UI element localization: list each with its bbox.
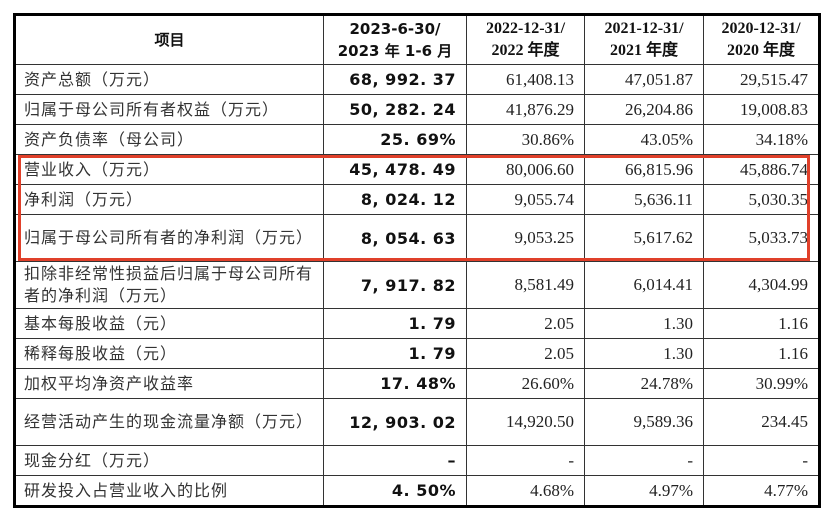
cell-2021: 4.97% (584, 475, 704, 507)
header-row: 项目 2023-6-30/ 2023 年 1-6 月 2022-12-31/ 2… (14, 14, 820, 65)
cell-2023h1: 25. 69% (323, 124, 467, 155)
cell-2021: - (584, 445, 704, 476)
table-row-weighted-roe: 加权平均净资产收益率 17. 48% 26.60% 24.78% 30.99% (14, 368, 820, 399)
cell-2021: 9,589.36 (584, 398, 704, 446)
financial-summary-table: 项目 2023-6-30/ 2023 年 1-6 月 2022-12-31/ 2… (13, 13, 821, 508)
row-label: 经营活动产生的现金流量净额（万元） (14, 398, 324, 446)
header-2022: 2022-12-31/ 2022 年度 (466, 14, 585, 65)
header-2022-line2: 2022 年度 (491, 42, 560, 59)
row-label: 研发投入占营业收入的比例 (14, 475, 324, 507)
row-label: 归属于母公司所有者的净利润（万元） (14, 214, 324, 262)
cell-2023h1: 1. 79 (323, 308, 467, 339)
table-row-cash-dividend: 现金分红（万元） – - - - (14, 445, 820, 476)
cell-2022: 41,876.29 (466, 94, 585, 125)
cell-2021: 66,815.96 (584, 154, 704, 185)
row-label: 营业收入（万元） (14, 154, 324, 185)
cell-2022: 9,055.74 (466, 184, 585, 215)
row-label: 现金分红（万元） (14, 445, 324, 476)
table-row-parent-net-profit: 归属于母公司所有者的净利润（万元） 8, 054. 63 9,053.25 5,… (14, 214, 820, 262)
cell-2021: 26,204.86 (584, 94, 704, 125)
cell-2023h1: 17. 48% (323, 368, 467, 399)
cell-2023h1: 4. 50% (323, 475, 467, 507)
row-label: 资产总额（万元） (14, 64, 324, 95)
table-row-revenue: 营业收入（万元） 45, 478. 49 80,006.60 66,815.96… (14, 154, 820, 185)
cell-2023h1: 1. 79 (323, 338, 467, 369)
row-label: 资产负债率（母公司） (14, 124, 324, 155)
cell-2020: 4,304.99 (703, 261, 820, 309)
cell-2023h1: 7, 917. 82 (323, 261, 467, 309)
cell-2020: 45,886.74 (703, 154, 820, 185)
header-2021-line1: 2021-12-31/ (604, 20, 684, 37)
cell-2023h1: 50, 282. 24 (323, 94, 467, 125)
cell-2022: 4.68% (466, 475, 585, 507)
header-2022-line1: 2022-12-31/ (485, 20, 566, 37)
cell-2023h1: 68, 992. 37 (323, 64, 467, 95)
cell-2020: 29,515.47 (703, 64, 820, 95)
cell-2022: 30.86% (466, 124, 585, 155)
row-label: 净利润（万元） (14, 184, 324, 215)
cell-2021: 6,014.41 (584, 261, 704, 309)
cell-2021: 24.78% (584, 368, 704, 399)
cell-2022: 14,920.50 (466, 398, 585, 446)
header-2020-line1: 2020-12-31/ (721, 20, 801, 37)
cell-2021: 1.30 (584, 308, 704, 339)
cell-2022: 80,006.60 (466, 154, 585, 185)
cell-2022: 2.05 (466, 338, 585, 369)
table-row-debt-ratio: 资产负债率（母公司） 25. 69% 30.86% 43.05% 34.18% (14, 124, 820, 155)
cell-2022: 61,408.13 (466, 64, 585, 95)
header-2023h1-line2: 2023 年 1-6 月 (337, 42, 453, 60)
header-2023h1: 2023-6-30/ 2023 年 1-6 月 (323, 14, 467, 65)
header-2020-line2: 2020 年度 (726, 42, 795, 59)
cell-2021: 1.30 (584, 338, 704, 369)
cell-2020: 1.16 (703, 338, 820, 369)
row-label: 扣除非经常性损益后归属于母公司所有者的净利润（万元） (14, 261, 324, 309)
row-label: 基本每股收益（元） (14, 308, 324, 339)
cell-2020: 19,008.83 (703, 94, 820, 125)
cell-2022: 26.60% (466, 368, 585, 399)
table-row-total-assets: 资产总额（万元） 68, 992. 37 61,408.13 47,051.87… (14, 64, 820, 95)
header-2021-line2: 2021 年度 (609, 42, 678, 59)
table-row-operating-cash-flow: 经营活动产生的现金流量净额（万元） 12, 903. 02 14,920.50 … (14, 398, 820, 446)
cell-2023h1: 8, 024. 12 (323, 184, 467, 215)
header-2021: 2021-12-31/ 2021 年度 (584, 14, 704, 65)
cell-2020: 30.99% (703, 368, 820, 399)
cell-2021: 5,617.62 (584, 214, 704, 262)
cell-2020: 4.77% (703, 475, 820, 507)
cell-2023h1: 8, 054. 63 (323, 214, 467, 262)
cell-2022: 8,581.49 (466, 261, 585, 309)
table-row-parent-equity: 归属于母公司所有者权益（万元） 50, 282. 24 41,876.29 26… (14, 94, 820, 125)
cell-2021: 47,051.87 (584, 64, 704, 95)
header-2020: 2020-12-31/ 2020 年度 (703, 14, 820, 65)
table-row-rd-ratio: 研发投入占营业收入的比例 4. 50% 4.68% 4.97% 4.77% (14, 475, 820, 507)
header-2023h1-line1: 2023-6-30/ (349, 20, 441, 38)
row-label: 归属于母公司所有者权益（万元） (14, 94, 324, 125)
table-row-basic-eps: 基本每股收益（元） 1. 79 2.05 1.30 1.16 (14, 308, 820, 339)
cell-2022: - (466, 445, 585, 476)
cell-2021: 5,636.11 (584, 184, 704, 215)
table-row-deducted-net-profit: 扣除非经常性损益后归属于母公司所有者的净利润（万元） 7, 917. 82 8,… (14, 261, 820, 309)
row-label: 加权平均净资产收益率 (14, 368, 324, 399)
cell-2020: 5,033.73 (703, 214, 820, 262)
header-item: 项目 (14, 14, 324, 65)
cell-2023h1: 45, 478. 49 (323, 154, 467, 185)
cell-2020: 1.16 (703, 308, 820, 339)
cell-2020: 34.18% (703, 124, 820, 155)
row-label: 稀释每股收益（元） (14, 338, 324, 369)
table-row-diluted-eps: 稀释每股收益（元） 1. 79 2.05 1.30 1.16 (14, 338, 820, 369)
cell-2021: 43.05% (584, 124, 704, 155)
cell-2023h1: 12, 903. 02 (323, 398, 467, 446)
table-row-net-profit: 净利润（万元） 8, 024. 12 9,055.74 5,636.11 5,0… (14, 184, 820, 215)
cell-2020: 5,030.35 (703, 184, 820, 215)
cell-2022: 9,053.25 (466, 214, 585, 262)
cell-2023h1: – (323, 445, 467, 476)
cell-2020: - (703, 445, 820, 476)
cell-2020: 234.45 (703, 398, 820, 446)
cell-2022: 2.05 (466, 308, 585, 339)
header-item-label: 项目 (154, 31, 185, 49)
financial-summary-table-wrapper: 项目 2023-6-30/ 2023 年 1-6 月 2022-12-31/ 2… (13, 13, 821, 508)
